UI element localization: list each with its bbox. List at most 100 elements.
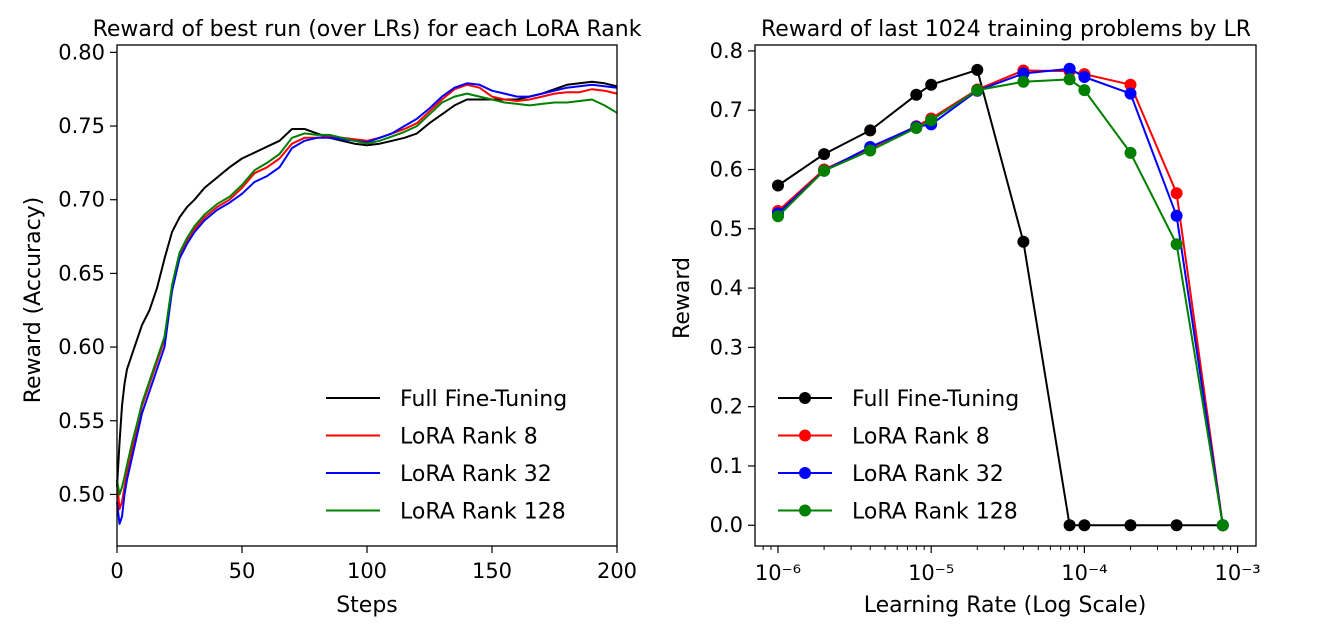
data-point-lora-rank-8 bbox=[1124, 78, 1137, 91]
chart-right-y-tick-label: 0.4 bbox=[710, 276, 743, 300]
chart-left-x-axis-label: Steps bbox=[336, 593, 398, 618]
chart-left-x-tick-label: 50 bbox=[229, 559, 256, 583]
data-point-lora-rank-128 bbox=[772, 210, 784, 223]
legend-marker bbox=[799, 429, 811, 442]
legend-label: LoRA Rank 8 bbox=[400, 425, 538, 450]
legend-marker bbox=[799, 504, 811, 517]
chart-left-ticks: 0 50 100 150 200 0.50 0.55 0.60 0.65 0.70 0.75 0.80 bbox=[58, 40, 637, 583]
series-full-fine-tuning bbox=[772, 63, 1229, 532]
data-point-full-fine-tuning bbox=[1124, 519, 1137, 532]
chart-left-y-tick-label: 0.75 bbox=[58, 114, 105, 138]
data-point-full-fine-tuning bbox=[864, 124, 877, 137]
data-point-lora-rank-128 bbox=[971, 84, 984, 97]
chart-right-series bbox=[772, 62, 1229, 532]
legend-label: Full Fine-Tuning bbox=[852, 387, 1019, 412]
series-lora-rank-32 bbox=[772, 62, 1229, 532]
chart-left-y-tick-label: 0.50 bbox=[58, 482, 105, 506]
chart-left-y-tick-label: 0.55 bbox=[58, 409, 105, 433]
chart-left-x-tick-label: 200 bbox=[597, 559, 637, 583]
data-point-lora-rank-32 bbox=[1124, 87, 1137, 100]
series-line-full-fine-tuning bbox=[116, 80, 618, 488]
series-line-lora-rank-128 bbox=[777, 78, 1224, 526]
data-point-lora-rank-128 bbox=[1063, 73, 1076, 86]
data-point-lora-rank-128 bbox=[1124, 146, 1137, 159]
legend-item-full-fine-tuning: Full Fine-Tuning bbox=[326, 387, 567, 412]
legend-item-lora-rank-8: LoRA Rank 8 bbox=[326, 425, 538, 450]
data-point-full-fine-tuning bbox=[818, 148, 831, 161]
chart-right-title: Reward of last 1024 training problems by… bbox=[761, 17, 1251, 42]
data-point-lora-rank-32 bbox=[1170, 209, 1183, 222]
chart-left-y-tick-label: 0.60 bbox=[58, 335, 105, 359]
chart-reward-by-lr: Reward of last 1024 training problems by… bbox=[670, 17, 1261, 618]
chart-right-axes-frame bbox=[754, 44, 1257, 547]
data-point-lora-rank-128 bbox=[910, 122, 923, 134]
chart-left-legend: Full Fine-Tuning LoRA Rank 8 LoRA Rank 32 L… bbox=[326, 387, 567, 525]
data-point-lora-rank-128 bbox=[1170, 238, 1183, 251]
chart-left-y-tick-label: 0.70 bbox=[58, 188, 105, 212]
series-line-lora-rank-32 bbox=[777, 67, 1224, 526]
chart-right-y-tick-label: 0.6 bbox=[710, 158, 743, 182]
legend-label: Full Fine-Tuning bbox=[400, 387, 567, 412]
chart-right-x-tick-label: 10⁻³ bbox=[1214, 561, 1260, 585]
legend-label: LoRA Rank 8 bbox=[852, 425, 990, 450]
chart-left-series bbox=[116, 80, 618, 525]
legend-label: LoRA Rank 32 bbox=[400, 462, 552, 487]
chart-left-y-axis-label: Reward (Accuracy) bbox=[21, 197, 46, 404]
chart-right-y-tick-label: 0.8 bbox=[710, 39, 743, 63]
legend-item-lora-rank-128: LoRA Rank 128 bbox=[778, 500, 1018, 525]
chart-right-y-tick-label: 0.7 bbox=[710, 98, 743, 122]
data-point-lora-rank-128 bbox=[1078, 84, 1091, 97]
data-point-full-fine-tuning bbox=[1063, 519, 1076, 532]
chart-right-x-tick-label: 10⁻⁴ bbox=[1061, 561, 1107, 585]
chart-left-x-tick-label: 100 bbox=[347, 559, 387, 583]
data-point-lora-rank-128 bbox=[818, 164, 831, 177]
chart-right-y-tick-label: 0.1 bbox=[710, 454, 743, 478]
data-point-full-fine-tuning bbox=[1078, 519, 1091, 532]
data-point-lora-rank-32 bbox=[1078, 71, 1091, 83]
chart-left-title: Reward of best run (over LRs) for each L… bbox=[93, 17, 642, 42]
legend-item-lora-rank-8: LoRA Rank 8 bbox=[778, 425, 990, 450]
chart-right-x-axis-label: Learning Rate (Log Scale) bbox=[864, 593, 1147, 618]
chart-right-x-tick-label: 10⁻⁶ bbox=[755, 561, 801, 585]
data-point-lora-rank-32 bbox=[1063, 62, 1076, 75]
legend-item-lora-rank-32: LoRA Rank 32 bbox=[326, 462, 552, 487]
data-point-lora-rank-32 bbox=[1017, 67, 1030, 80]
series-line-full-fine-tuning bbox=[777, 68, 1223, 527]
data-point-full-fine-tuning bbox=[1170, 519, 1183, 532]
legend-item-lora-rank-128: LoRA Rank 128 bbox=[326, 500, 566, 525]
chart-left-axes-frame bbox=[116, 44, 618, 547]
legend-label: LoRA Rank 32 bbox=[852, 462, 1004, 487]
series-lora-rank-128 bbox=[772, 73, 1229, 532]
chart-left-x-tick-label: 150 bbox=[472, 559, 512, 583]
chart-right-y-tick-label: 0.2 bbox=[710, 395, 743, 419]
data-point-lora-rank-128 bbox=[1017, 75, 1030, 88]
legend-marker bbox=[799, 392, 811, 404]
series-line-lora-rank-128 bbox=[116, 92, 618, 496]
chart-right-y-tick-label: 0.5 bbox=[710, 217, 743, 241]
data-point-full-fine-tuning bbox=[1017, 235, 1030, 248]
chart-right-y-tick-label: 0.3 bbox=[710, 335, 743, 359]
data-point-full-fine-tuning bbox=[971, 63, 984, 76]
data-point-lora-rank-128 bbox=[1216, 519, 1229, 532]
data-point-lora-rank-128 bbox=[925, 114, 938, 127]
chart-right-y-axis-label: Reward bbox=[670, 257, 695, 339]
data-point-full-fine-tuning bbox=[772, 179, 784, 192]
chart-left-y-tick-label: 0.65 bbox=[58, 261, 105, 285]
legend-label: LoRA Rank 128 bbox=[400, 500, 566, 525]
chart-left-x-tick-label: 0 bbox=[110, 559, 123, 583]
chart-reward-over-steps: Reward of best run (over LRs) for each L… bbox=[21, 17, 642, 618]
chart-right-y-tick-label: 0.0 bbox=[710, 513, 743, 537]
chart-right-x-tick-label: 10⁻⁵ bbox=[908, 561, 954, 585]
data-point-full-fine-tuning bbox=[910, 88, 923, 101]
series-line-lora-rank-8 bbox=[116, 83, 618, 511]
data-point-full-fine-tuning bbox=[925, 78, 938, 91]
legend-label: LoRA Rank 128 bbox=[852, 500, 1018, 525]
chart-right-legend: Full Fine-Tuning LoRA Rank 8 LoRA Rank 32 L… bbox=[778, 387, 1019, 525]
series-line-lora-rank-32 bbox=[116, 82, 618, 525]
legend-marker bbox=[799, 467, 811, 479]
legend-item-full-fine-tuning: Full Fine-Tuning bbox=[778, 387, 1019, 412]
chart-left-y-tick-label: 0.80 bbox=[58, 40, 105, 64]
legend-item-lora-rank-32: LoRA Rank 32 bbox=[778, 462, 1004, 487]
data-point-lora-rank-128 bbox=[864, 144, 877, 157]
